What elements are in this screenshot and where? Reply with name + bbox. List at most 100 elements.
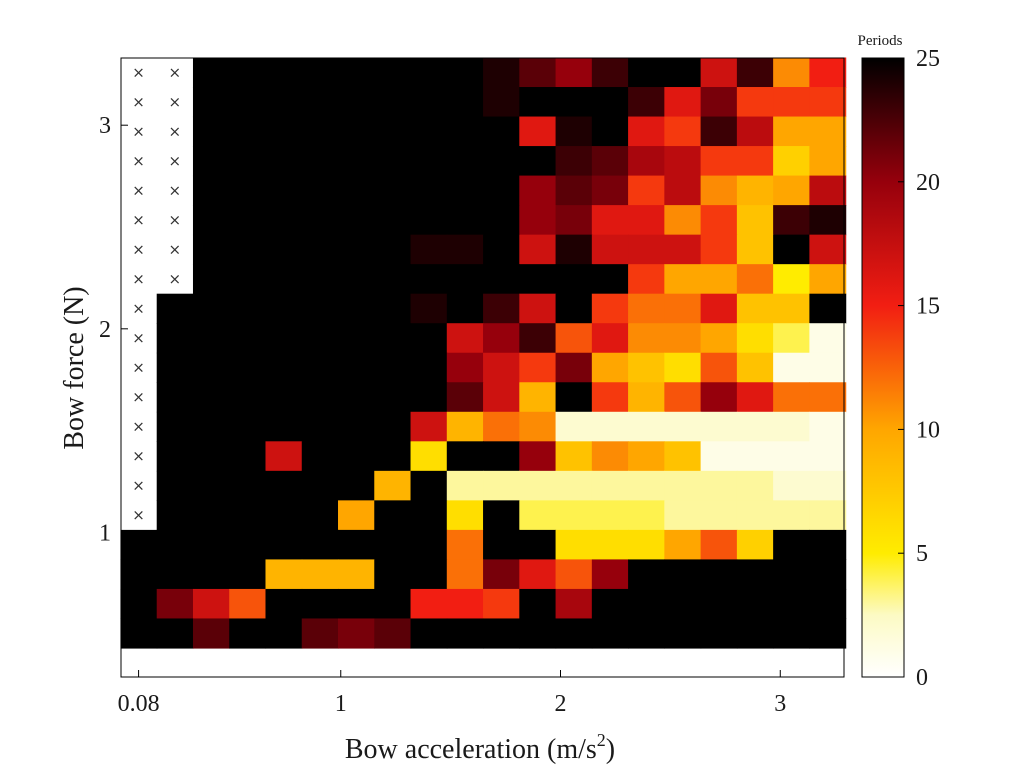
- heatmap-cell: [338, 441, 375, 472]
- heatmap-cell: [591, 87, 629, 118]
- heatmap-cell: [301, 352, 339, 383]
- heatmap-cell: [555, 205, 593, 236]
- heatmap-cell: [374, 293, 412, 324]
- heatmap-cell: [374, 146, 412, 177]
- heatmap-cell: [483, 234, 520, 265]
- heatmap-cell: [374, 205, 412, 236]
- heatmap-cell: [483, 411, 520, 442]
- heatmap-cell: [591, 146, 629, 177]
- heatmap-cell: [265, 57, 303, 88]
- heatmap-cell: [265, 175, 303, 206]
- heatmap-cell: [519, 559, 557, 590]
- missing-marker: ×: [169, 122, 182, 140]
- heatmap-cell: [301, 116, 339, 147]
- heatmap-cell: [446, 175, 484, 206]
- heatmap-cell: [555, 411, 593, 442]
- heatmap-cell: [192, 293, 230, 324]
- heatmap-cell: [483, 323, 520, 354]
- heatmap-cell: [664, 470, 702, 501]
- heatmap-cell: [265, 293, 303, 324]
- heatmap-cell: [555, 293, 593, 324]
- heatmap-cell: [736, 205, 774, 236]
- missing-marker: ×: [132, 93, 145, 111]
- heatmap-cell: [591, 618, 629, 649]
- heatmap-cell: [700, 618, 738, 649]
- heatmap-cell: [555, 234, 593, 265]
- heatmap-cell: [555, 470, 593, 501]
- missing-marker: ×: [132, 63, 145, 81]
- heatmap-cell: [410, 146, 448, 177]
- heatmap-cell: [773, 116, 810, 147]
- heatmap-cell: [374, 352, 412, 383]
- heatmap-cell: [156, 500, 194, 531]
- heatmap-cell: [446, 146, 484, 177]
- missing-marker: ×: [132, 300, 145, 318]
- y-axis-ticks: 1 2 3: [99, 113, 128, 546]
- heatmap-cell: [156, 441, 194, 472]
- heatmap-cell: [700, 529, 738, 561]
- heatmap-cell: [736, 352, 774, 383]
- heatmap-cell: [664, 441, 702, 472]
- heatmap-cell: [338, 588, 375, 620]
- y-tick-label: 3: [99, 113, 111, 139]
- heatmap-cell: [555, 352, 593, 383]
- heatmap-cell: [410, 500, 448, 531]
- heatmap-cell: [265, 352, 303, 383]
- heatmap-cell: [519, 323, 557, 354]
- heatmap-cell: [446, 470, 484, 501]
- heatmap-cell: [809, 175, 847, 206]
- heatmap-cell: [519, 175, 557, 206]
- heatmap-cell: [628, 618, 665, 649]
- heatmap-cell: [265, 500, 303, 531]
- heatmap-cell: [229, 264, 267, 295]
- heatmap-cell: [555, 588, 593, 620]
- heatmap-cell: [628, 588, 665, 620]
- heatmap-cell: [628, 323, 665, 354]
- heatmap-cell: [156, 323, 194, 354]
- heatmap-cell: [700, 411, 738, 442]
- heatmap-cell: [446, 588, 484, 620]
- heatmap-cell: [301, 175, 339, 206]
- heatmap-cell: [338, 146, 375, 177]
- heatmap-cell: [664, 146, 702, 177]
- heatmap-cell: [591, 234, 629, 265]
- heatmap-cell: [736, 618, 774, 649]
- heatmap-cell: [229, 175, 267, 206]
- heatmap-cell: [519, 293, 557, 324]
- heatmap-cell: [736, 441, 774, 472]
- heatmap-cell: [192, 441, 230, 472]
- heatmap-cell: [374, 323, 412, 354]
- y-tick-label: 1: [99, 520, 111, 546]
- missing-marker: ×: [169, 93, 182, 111]
- heatmap-cell: [519, 264, 557, 295]
- heatmap-cell: [483, 175, 520, 206]
- heatmap-cell: [301, 441, 339, 472]
- heatmap-cell: [338, 323, 375, 354]
- heatmap-cell: [338, 205, 375, 236]
- heatmap-cell: [301, 529, 339, 561]
- heatmap-cell: [483, 352, 520, 383]
- heatmap-cell: [192, 559, 230, 590]
- heatmap-cell: [773, 470, 810, 501]
- heatmap-cell: [192, 146, 230, 177]
- heatmap-cell: [664, 618, 702, 649]
- heatmap-cell: [809, 382, 847, 413]
- heatmap-cell: [410, 618, 448, 649]
- heatmap-cell: [410, 588, 448, 620]
- heatmap-cell: [265, 588, 303, 620]
- heatmap-cell: [156, 618, 194, 649]
- heatmap-cell: [410, 205, 448, 236]
- heatmap-cell: [700, 588, 738, 620]
- heatmap-cell: [809, 411, 847, 442]
- heatmap-cell: [555, 323, 593, 354]
- missing-marker: ×: [169, 211, 182, 229]
- heatmap-cell: [628, 264, 665, 295]
- heatmap-cell: [628, 382, 665, 413]
- heatmap-cell: [446, 264, 484, 295]
- heatmap-cell: [446, 293, 484, 324]
- heatmap-cell: [265, 470, 303, 501]
- heatmap-cell: [700, 559, 738, 590]
- heatmap-cell: [628, 293, 665, 324]
- heatmap-cell: [192, 175, 230, 206]
- heatmap-cell: [736, 529, 774, 561]
